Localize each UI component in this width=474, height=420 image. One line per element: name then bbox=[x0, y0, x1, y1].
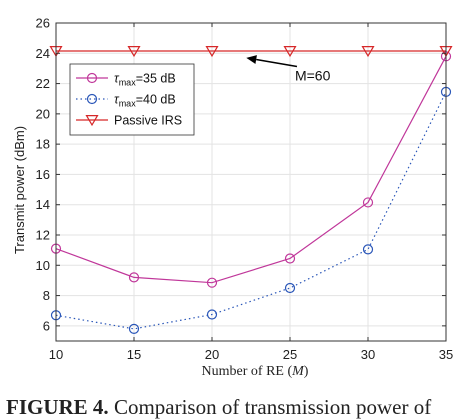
x-tick-label: 20 bbox=[205, 347, 219, 362]
annotation-label: M=60 bbox=[295, 67, 331, 83]
tick-labels: 10 15 20 25 30 35 6 8 10 12 14 16 18 20 22 24 26 bbox=[36, 16, 454, 363]
figure-caption-label: FIGURE 4. bbox=[6, 395, 109, 419]
y-tick-label: 22 bbox=[36, 76, 50, 91]
legend-label: τmax=40 dB bbox=[114, 93, 176, 109]
legend-label-subscript: max bbox=[119, 78, 137, 88]
chart: 10 15 20 25 30 35 6 8 10 12 14 16 18 20 22 24 26 Transmi… bbox=[12, 16, 454, 380]
data-point bbox=[127, 46, 141, 58]
data-point bbox=[283, 46, 297, 58]
y-tick-label: 26 bbox=[36, 16, 50, 31]
legend-label: τmax=35 dB bbox=[114, 72, 176, 88]
annotation-arrow bbox=[256, 58, 298, 68]
y-tick-label: 10 bbox=[36, 258, 50, 273]
legend-marker bbox=[86, 72, 98, 84]
y-tick-label: 12 bbox=[36, 228, 50, 243]
x-axis-label-prefix: Number of RE ( bbox=[202, 364, 293, 379]
plot-frame bbox=[55, 22, 447, 342]
y-tick-label: 20 bbox=[36, 106, 50, 121]
y-tick-label: 18 bbox=[36, 137, 50, 152]
legend-label-symbol: τ bbox=[114, 72, 120, 86]
annotation: M=60 bbox=[246, 55, 331, 83]
x-tick-label: 35 bbox=[439, 347, 453, 362]
y-tick-label: 16 bbox=[36, 167, 50, 182]
axes bbox=[55, 22, 447, 342]
legend-marker bbox=[86, 93, 98, 105]
x-tick-label: 15 bbox=[127, 347, 141, 362]
legend-label-symbol: τ bbox=[114, 93, 120, 107]
data-point bbox=[284, 282, 296, 294]
legend-label: Passive IRS bbox=[114, 114, 182, 128]
x-axis-label: Number of RE (M) bbox=[202, 364, 309, 379]
data-point bbox=[206, 309, 218, 320]
data-point bbox=[361, 46, 375, 58]
data-point bbox=[362, 244, 374, 255]
y-tick-label: 6 bbox=[43, 318, 50, 333]
x-tick-label: 25 bbox=[283, 347, 297, 362]
y-tick-label: 24 bbox=[36, 46, 50, 61]
x-axis-label-suffix: ) bbox=[304, 364, 309, 379]
y-axis-label: Transmit power (dBm) bbox=[12, 126, 27, 254]
series-line bbox=[55, 56, 447, 284]
x-tick-label: 10 bbox=[49, 347, 63, 362]
data-point bbox=[362, 197, 374, 208]
data-point bbox=[284, 253, 296, 264]
data-point bbox=[128, 323, 140, 334]
legend-label-tail: =40 dB bbox=[136, 93, 176, 107]
data-point bbox=[128, 272, 140, 283]
annotation-arrow-head bbox=[246, 55, 257, 64]
x-axis-label-var: M bbox=[291, 364, 305, 379]
y-tick-label: 8 bbox=[43, 288, 50, 303]
x-tick-label: 30 bbox=[361, 347, 375, 362]
figure-caption: FIGURE 4. Comparison of transmission pow… bbox=[6, 395, 474, 420]
data-point bbox=[205, 46, 219, 58]
figure-caption-text: Comparison of transmission power of bbox=[113, 395, 432, 419]
legend-label-tail: =35 dB bbox=[136, 72, 176, 86]
data-point bbox=[206, 277, 218, 288]
series-layer bbox=[49, 46, 453, 334]
legend-marker bbox=[85, 114, 99, 127]
y-tick-label: 14 bbox=[36, 197, 50, 212]
legend-label-subscript: max bbox=[119, 99, 137, 109]
